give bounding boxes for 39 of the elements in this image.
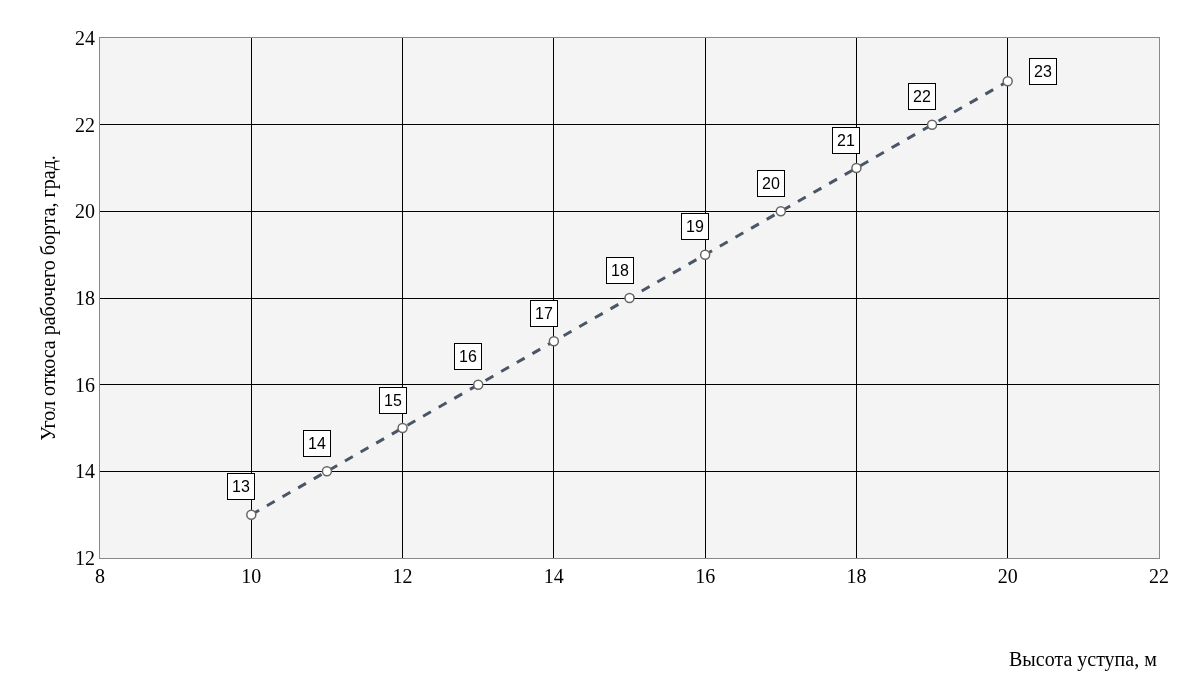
- data-label: 19: [686, 218, 704, 235]
- point: [472, 379, 484, 390]
- data-label: 15: [384, 392, 402, 409]
- x-tick-label: 10: [241, 565, 262, 587]
- x-tick-label: 20: [997, 565, 1018, 587]
- x-tick-label: 14: [543, 565, 564, 587]
- data-label: 18: [611, 262, 629, 279]
- data-label: 23: [1034, 63, 1052, 80]
- point: [851, 162, 862, 174]
- data-label: 22: [913, 88, 931, 105]
- point: [1002, 76, 1013, 87]
- data-label: 20: [762, 175, 780, 192]
- data-label: 14: [308, 435, 326, 452]
- point: [775, 206, 787, 217]
- point: [548, 336, 560, 347]
- x-tick-label: 16: [695, 565, 716, 587]
- x-tick-label: 12: [392, 565, 413, 587]
- y-tick-label: 16: [75, 373, 95, 396]
- data-label: 21: [837, 132, 855, 149]
- x-tick-label: 18: [846, 565, 867, 587]
- x-tick-label: 22: [1149, 565, 1169, 587]
- y-tick-label: 22: [75, 113, 95, 136]
- point: [699, 249, 711, 260]
- point: [624, 292, 635, 304]
- y-tick-label: 14: [75, 460, 95, 483]
- data-label: 16: [459, 348, 477, 365]
- y-tick-label: 12: [75, 547, 95, 569]
- point: [246, 509, 257, 520]
- point: [926, 119, 938, 130]
- point: [397, 422, 408, 434]
- x-tick-label: 8: [95, 565, 105, 587]
- x-axis-title: Высота уступа, м: [1009, 648, 1158, 671]
- y-tick-label: 18: [75, 287, 95, 309]
- y-tick-label: 24: [75, 27, 95, 49]
- point: [321, 466, 333, 477]
- y-axis-title: Угол откоса рабочего борта, град.: [36, 155, 60, 441]
- data-label: 13: [232, 478, 250, 495]
- data-label: 17: [535, 305, 553, 322]
- y-tick-label: 20: [75, 200, 95, 223]
